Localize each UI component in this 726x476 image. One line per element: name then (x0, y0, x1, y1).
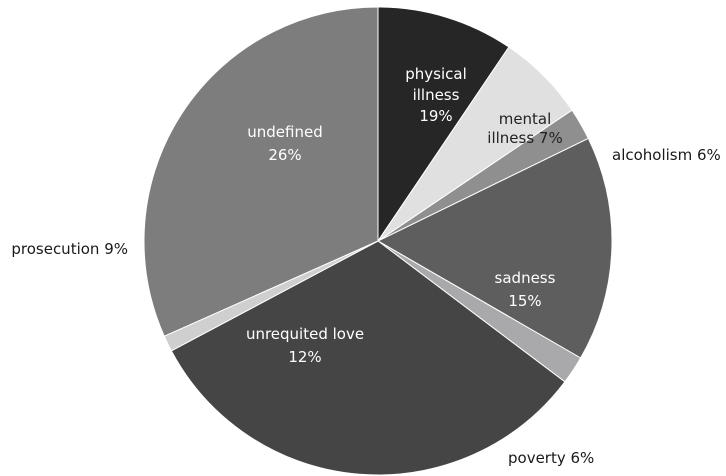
slice-label-prosecution-line-0: prosecution 9% (11, 240, 128, 258)
slice-label-prosecution: prosecution 9% (11, 240, 128, 258)
pie-slice-physical-illness (377, 6, 510, 243)
slice-label-alcoholism-line-0: alcoholism 6% (612, 146, 721, 164)
slice-label-physical-illness-line-0: physical (405, 65, 467, 83)
slice-label-poverty-line-0: poverty 6% (508, 449, 594, 467)
slice-label-unrequited-love-line-0: unrequited love (246, 325, 364, 343)
slice-label-sadness-line-0: sadness (495, 269, 556, 287)
slice-label-sadness-line-1: 15% (508, 292, 541, 310)
slice-label-mental-illness-line-1: illness 7% (487, 129, 562, 147)
slice-label-undefined-line-1: 26% (268, 146, 301, 164)
slice-label-sadness: sadness 15% (495, 269, 556, 310)
slice-label-physical-illness-line-2: 19% (419, 107, 452, 125)
slice-label-unrequited-love-line-1: 12% (288, 348, 321, 366)
slice-label-alcoholism: alcoholism 6% (612, 146, 721, 164)
slice-label-mental-illness-line-0: mental (499, 110, 552, 128)
pie-slice-unrequited-love (170, 240, 566, 476)
slice-label-unrequited-love: unrequited love 12% (246, 325, 364, 366)
pie-slice-undefined (143, 6, 379, 337)
pie-slice-sadness (376, 137, 613, 359)
slice-label-undefined-line-0: undefined (247, 123, 322, 141)
slice-label-physical-illness: physical illness 19% (405, 65, 467, 125)
slice-label-poverty: poverty 6% (508, 449, 594, 467)
slice-label-physical-illness-line-1: illness (413, 86, 460, 104)
slice-label-mental-illness: mental illness 7% (487, 110, 562, 147)
slice-label-undefined: undefined 26% (247, 123, 322, 164)
